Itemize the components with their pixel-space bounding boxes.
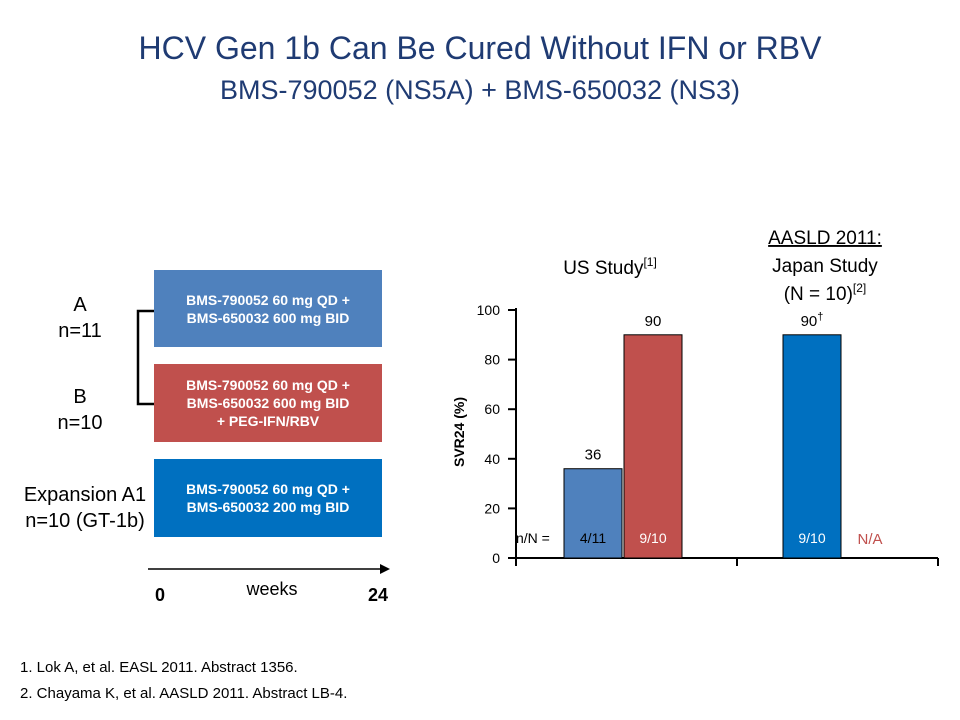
x-axis <box>515 557 939 566</box>
arm-a-regimen-line2: BMS-650032 600 mg BID <box>186 309 350 326</box>
arm-expansion-regimen-line2: BMS-650032 200 mg BID <box>186 499 350 515</box>
group-title-us: US Study[1] <box>563 255 657 279</box>
bar-value-label: 90 <box>645 313 662 330</box>
arm-a-label: A n=11 <box>40 292 120 344</box>
timeline-start: 0 <box>155 585 165 605</box>
y-axis-label: SVR24 (%) <box>451 397 467 467</box>
arm-b-regimen-line1: BMS-790052 60 mg QD + <box>186 377 350 393</box>
group-title-us-ref: [1] <box>643 255 656 269</box>
arm-expansion-regimen-line1: BMS-790052 60 mg QD + <box>186 481 350 497</box>
page-title: HCV Gen 1b Can Be Cured Without IFN or R… <box>138 30 822 66</box>
na-label: N/A <box>857 531 882 548</box>
group-title-japan-line3: (N = 10)[2] <box>784 281 867 305</box>
reference-1: 1. Lok A, et al. EASL 2011. Abstract 135… <box>20 659 298 676</box>
y-tick-label: 60 <box>484 401 500 417</box>
bar-value-label: 90† <box>801 311 824 330</box>
bar <box>623 334 683 559</box>
y-ticks: 0 20 40 60 80 100 <box>477 302 516 566</box>
arm-a-regimen-box: BMS-790052 60 mg QD + BMS-650032 600 mg … <box>154 270 382 347</box>
bar-nN-label: 4/11 <box>580 530 606 546</box>
arm-b-n: n=10 <box>57 412 103 434</box>
arm-expansion-label: Expansion A1 n=10 (GT-1b) <box>10 482 160 534</box>
bar-value-footnote: † <box>817 311 823 323</box>
bar <box>782 334 842 559</box>
arm-b-regimen-box: BMS-790052 60 mg QD + BMS-650032 600 mg … <box>154 364 382 442</box>
group-title-japan-ref: [2] <box>853 281 866 295</box>
page-subtitle: BMS-790052 (NS5A) + BMS-650032 (NS3) <box>220 75 740 105</box>
arm-b-regimen-line2: BMS-650032 600 mg BID <box>186 395 350 411</box>
bar-labels: 36 4/11 90 9/10 90† 9/10 <box>580 311 826 546</box>
arm-a-name: A <box>73 294 87 316</box>
arm-a-regimen-line1: BMS-790052 60 mg QD + <box>186 291 350 308</box>
y-tick-label: 0 <box>492 550 500 566</box>
bar <box>563 468 623 559</box>
arm-a-n: n=11 <box>58 320 102 342</box>
timeline-unit: weeks <box>245 579 297 599</box>
nN-prefix: n/N = <box>516 530 550 546</box>
timeline-arrow <box>148 564 390 574</box>
y-tick-label: 40 <box>484 451 500 467</box>
bar-nN-label: 9/10 <box>798 530 825 546</box>
arm-expansion-regimen-box: BMS-790052 60 mg QD + BMS-650032 200 mg … <box>154 459 382 537</box>
group-title-japan-line2: Japan Study <box>772 256 878 277</box>
arm-expansion-n: n=10 (GT-1b) <box>25 510 145 532</box>
timeline-end: 24 <box>368 585 388 605</box>
group-title-japan-n: (N = 10) <box>784 284 853 305</box>
arm-b-label: B n=10 <box>40 384 120 436</box>
bar-value-label: 36 <box>585 447 602 464</box>
group-title-us-text: US Study <box>563 258 644 279</box>
reference-2: 2. Chayama K, et al. AASLD 2011. Abstrac… <box>20 685 348 702</box>
references: 1. Lok A, et al. EASL 2011. Abstract 135… <box>20 655 347 707</box>
arm-b-regimen-line3: + PEG-IFN/RBV <box>216 413 320 429</box>
arm-expansion-name: Expansion A1 <box>23 484 147 506</box>
arm-b-name: B <box>73 386 87 408</box>
y-tick-label: 20 <box>484 500 500 516</box>
y-tick-label: 100 <box>477 302 501 318</box>
bars <box>563 334 842 559</box>
y-tick-label: 80 <box>484 352 500 368</box>
arm-bracket <box>136 309 157 406</box>
bar-nN-label: 9/10 <box>639 530 666 546</box>
group-title-japan-line1: AASLD 2011: <box>768 228 882 249</box>
